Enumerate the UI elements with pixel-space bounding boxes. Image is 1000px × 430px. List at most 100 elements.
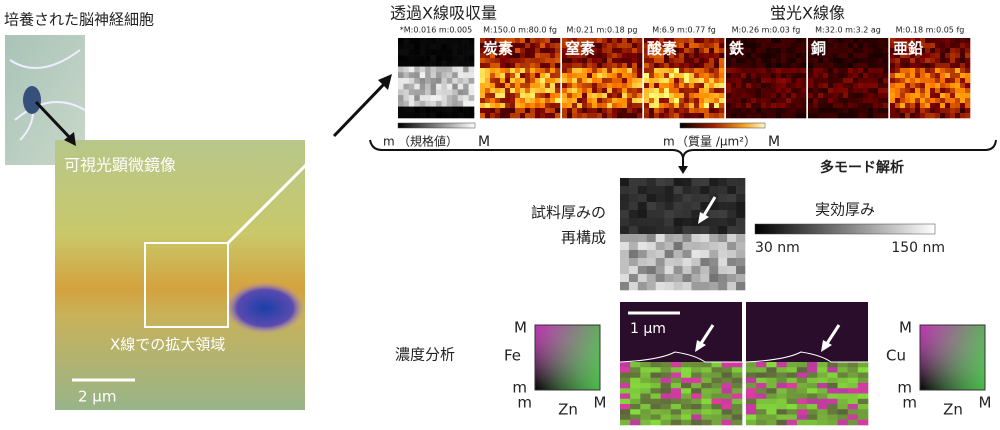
pixel	[709, 226, 719, 235]
pixel	[660, 419, 672, 426]
pixel	[679, 43, 685, 49]
pixel	[726, 58, 732, 64]
pixel	[731, 377, 743, 384]
pixel	[640, 398, 651, 405]
pixel	[545, 68, 551, 74]
pixel	[630, 388, 641, 394]
pixel	[654, 63, 660, 69]
pixel	[736, 73, 742, 79]
pixel	[863, 38, 869, 44]
pixel	[847, 419, 859, 426]
pixel	[900, 68, 906, 74]
pixel	[714, 88, 720, 94]
pixel	[684, 43, 690, 49]
pixel	[419, 55, 426, 62]
pixel	[910, 58, 916, 64]
pixel	[718, 226, 728, 235]
pixel	[607, 103, 613, 109]
pixel	[650, 362, 661, 368]
pixel	[935, 78, 941, 84]
pixel	[674, 58, 680, 64]
pixel	[419, 78, 426, 85]
pixel	[694, 73, 700, 79]
pixel	[620, 250, 630, 259]
pixel	[813, 78, 819, 84]
pixel	[761, 68, 767, 74]
pixel	[727, 178, 737, 187]
pixel	[587, 88, 593, 94]
pixel	[965, 78, 971, 84]
pixel	[731, 113, 737, 119]
pointer-head	[698, 212, 709, 224]
pixel	[905, 53, 911, 59]
pixel	[704, 38, 710, 44]
pixel	[468, 100, 475, 107]
pixel	[649, 113, 655, 119]
pixel	[853, 53, 859, 59]
pixel	[577, 73, 583, 79]
pixel	[878, 48, 884, 54]
pixel	[646, 274, 657, 283]
pixel	[791, 63, 797, 69]
pixel	[582, 93, 588, 99]
pixel	[808, 53, 814, 59]
pixel	[649, 88, 655, 94]
heat-scale-bar	[679, 122, 766, 129]
pixel	[736, 258, 746, 267]
pixel	[520, 38, 526, 44]
pixel	[620, 282, 630, 291]
pixel	[718, 234, 728, 243]
pixel	[617, 108, 623, 114]
pixel	[843, 108, 849, 114]
pixel	[796, 88, 802, 94]
pixel	[721, 362, 733, 368]
element-name: 酸素	[647, 40, 677, 58]
pixel	[883, 48, 889, 54]
pixel	[761, 93, 767, 99]
pixel	[689, 73, 695, 79]
pixel	[398, 83, 404, 90]
pixel	[838, 93, 844, 99]
pixel	[756, 362, 767, 368]
pixel	[490, 68, 496, 74]
pixel	[436, 49, 442, 56]
pixel	[684, 63, 690, 69]
pixel	[617, 78, 623, 84]
pixel	[925, 113, 931, 119]
pixel	[718, 258, 728, 267]
pixel	[637, 242, 648, 251]
pixel	[403, 66, 410, 73]
pixel	[627, 103, 633, 109]
pixel	[649, 48, 655, 54]
pixel	[791, 98, 797, 104]
pixel	[746, 404, 757, 410]
pixel	[592, 103, 598, 109]
pixel	[915, 63, 921, 69]
pixel	[617, 63, 623, 69]
pixel	[955, 43, 961, 49]
pixel	[689, 108, 695, 114]
pixel	[731, 38, 737, 44]
pixel	[622, 113, 628, 119]
pixel	[515, 48, 521, 54]
pixel	[592, 43, 598, 49]
pixel	[659, 43, 665, 49]
pixel	[398, 89, 404, 96]
pixel	[572, 58, 578, 64]
pixel	[925, 58, 931, 64]
axis-max: M	[979, 394, 992, 412]
pixel	[776, 88, 782, 94]
pixel	[679, 103, 685, 109]
pixel	[878, 58, 884, 64]
pixel	[660, 398, 672, 405]
pixel	[535, 113, 541, 119]
pixel	[480, 93, 486, 99]
pixel	[505, 93, 511, 99]
pixel	[463, 72, 469, 79]
pixel	[679, 78, 685, 84]
thickness-min: 30 nm	[755, 240, 800, 256]
pixel	[577, 43, 583, 49]
pixel	[965, 108, 971, 114]
pixel	[659, 88, 665, 94]
pixel	[567, 98, 573, 104]
